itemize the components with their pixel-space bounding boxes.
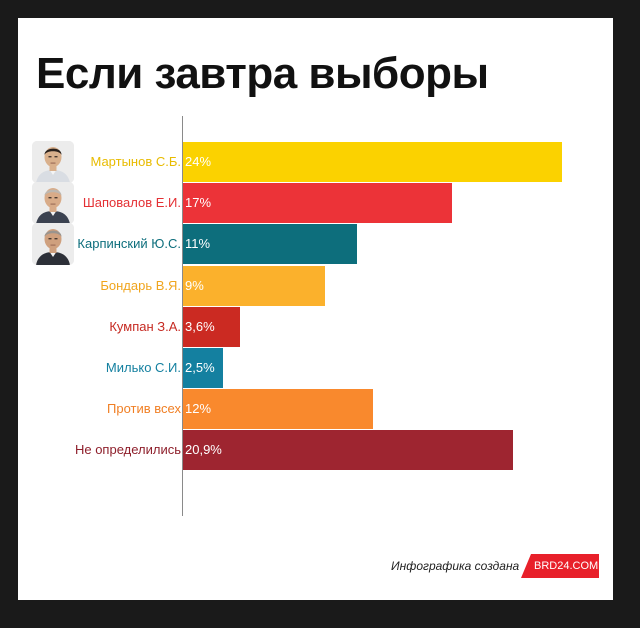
bar xyxy=(183,389,373,430)
infographic-card: Если завтра выборы Мартынов С.Б. 24% Шапов… xyxy=(18,18,613,600)
chart-title: Если завтра выборы xyxy=(36,49,489,98)
avatar-shapovalov xyxy=(32,182,74,225)
bar xyxy=(183,224,357,265)
avatar-karpinsky xyxy=(32,223,74,266)
category-label: Мартынов С.Б. xyxy=(90,154,181,169)
bar-value-label: 20,9% xyxy=(185,442,222,458)
bar-value-label: 3,6% xyxy=(185,318,215,334)
category-label: Кумпан З.А. xyxy=(109,318,181,334)
portrait-icon xyxy=(32,141,74,183)
bar xyxy=(183,430,513,471)
bar xyxy=(183,306,240,347)
portrait-icon xyxy=(32,223,74,266)
portrait-icon xyxy=(32,182,74,225)
bar-value-label: 24% xyxy=(185,154,212,169)
category-label: Не определились xyxy=(74,442,181,458)
bar-value-label: 2,5% xyxy=(185,360,215,375)
bar-value-label: 11% xyxy=(185,236,211,252)
bar xyxy=(183,183,452,224)
category-label: Против всех xyxy=(107,401,181,417)
bar xyxy=(183,265,325,306)
bar-value-label: 17% xyxy=(185,195,212,211)
bar xyxy=(183,348,223,388)
brd24-badge-label: BRD24.COM xyxy=(534,560,599,572)
bar xyxy=(183,142,562,182)
bar-value-label: 9% xyxy=(185,277,204,293)
category-label: Карпинский Ю.С. xyxy=(77,236,181,252)
chart-axis-line xyxy=(182,116,183,516)
badge-shape xyxy=(521,554,599,578)
category-label: Шаповалов Е.И. xyxy=(82,195,181,211)
bar-value-label: 12% xyxy=(185,401,212,417)
category-label: Милько С.И. xyxy=(105,360,181,375)
avatar-martynov xyxy=(32,141,74,183)
category-label: Бондарь В.Я. xyxy=(100,277,181,293)
brd24-badge[interactable]: BRD24.COM xyxy=(521,554,599,578)
credit-text: Инфографика создана xyxy=(391,559,520,573)
